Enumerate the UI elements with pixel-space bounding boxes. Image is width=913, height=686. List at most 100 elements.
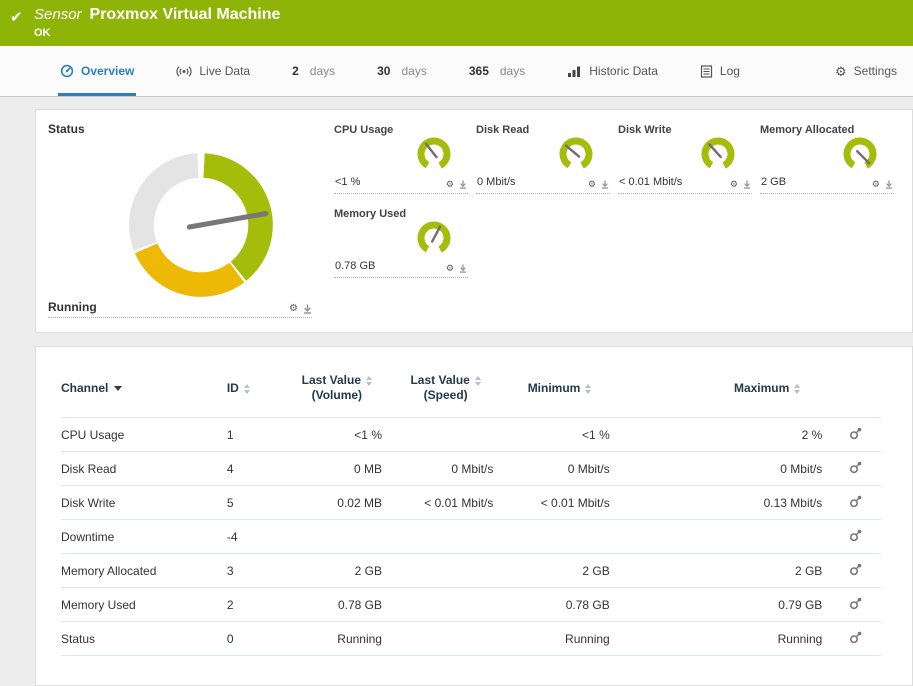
header-minimum-label: Minimum [527,381,581,395]
log-list-icon [700,64,713,78]
header-last-value-speed[interactable]: Last Value (Speed) [389,367,502,418]
table-row: Disk Read 4 0 MB 0 Mbit/s 0 Mbit/s 0 Mbi… [61,451,881,486]
overview-panel: Status Running ⚙ [35,109,913,333]
last-value-speed: < 0.01 Mbit/s [389,485,502,520]
pin-icon[interactable] [743,180,751,189]
maximum-value: 2 % [617,417,831,452]
mini-gauge [559,137,593,171]
table-row: Memory Allocated 3 2 GB 2 GB 2 GB [61,553,881,588]
tab-settings[interactable]: ⚙ Settings [833,46,899,96]
channel-name[interactable]: Disk Read [61,451,213,486]
ok-check-icon: ✔ [10,9,23,26]
page-title: Proxmox Virtual Machine [89,6,281,23]
title-line: Sensor Proxmox Virtual Machine [34,6,903,24]
tab-log[interactable]: Log [698,46,742,96]
maximum-value: 0.13 Mbit/s [617,485,831,520]
tab-2-days[interactable]: 2 days [290,46,337,96]
minimum-value: 0 Mbit/s [501,451,618,486]
gauge-needle [430,225,442,243]
broadcast-icon [176,65,192,77]
sort-icon[interactable] [243,383,250,394]
gauge-value: < 0.01 Mbit/s [619,176,683,188]
status-gauge-block: Status Running ⚙ [46,118,334,326]
gauge-tile-memory-allocated[interactable]: Memory Allocated 2 GB ⚙ [760,122,894,194]
channel-name[interactable]: CPU Usage [61,417,213,452]
gear-icon: ⚙ [834,63,847,79]
header-id[interactable]: ID [212,367,284,418]
gear-icon[interactable]: ⚙ [871,179,880,189]
channel-settings-icon[interactable] [849,427,862,443]
last-value-volume: 0 MB [283,451,390,486]
gear-icon[interactable]: ⚙ [729,179,738,189]
channel-id: 3 [212,553,284,588]
minimum-value: 2 GB [501,553,618,588]
header-label: Last Value [410,373,470,387]
mini-gauge [417,137,451,171]
tab-historic-data-label: Historic Data [589,64,658,78]
tab-365-days-unit: days [499,64,526,78]
last-value-speed [389,417,502,452]
tab-overview[interactable]: Overview [58,46,137,96]
tab-historic-data[interactable]: Historic Data [565,46,660,96]
pin-icon[interactable] [885,180,893,189]
mini-gauge [701,137,735,171]
channel-settings-icon[interactable] [849,563,862,579]
gauge-needle [564,144,581,158]
gauge-needle [855,149,871,165]
gauge-value: 0.78 GB [335,260,376,272]
sort-icon[interactable] [585,383,592,394]
donut-segment-yellow [134,243,245,297]
channel-name[interactable]: Downtime [61,519,213,554]
donut-segment-gray [129,153,199,251]
channel-table-panel: Channel ID Last Value (Volume) Last Valu… [35,346,913,686]
gauge-tile-disk-read[interactable]: Disk Read 0 Mbit/s ⚙ [476,122,610,194]
tab-live-data[interactable]: Live Data [174,46,252,96]
minimum-value: <1 % [501,417,618,452]
channel-id: 4 [212,451,284,486]
tab-365-days-number: 365 [468,64,489,78]
gauge-tile-memory-used[interactable]: Memory Used 0.78 GB ⚙ [334,206,468,278]
overview-gauge-icon [60,64,74,78]
header-settings [830,367,881,418]
sort-icon[interactable] [366,375,373,386]
sort-icon[interactable] [474,375,481,386]
channel-name[interactable]: Memory Allocated [61,553,213,588]
tab-2-days-unit: days [309,64,336,78]
header-minimum[interactable]: Minimum [501,367,618,418]
header-last-value-volume[interactable]: Last Value (Volume) [283,367,390,418]
channel-settings-icon[interactable] [849,597,862,613]
status-donut-gauge [108,132,294,323]
table-row: Downtime -4 [61,519,881,554]
gear-icon[interactable]: ⚙ [445,263,454,273]
channel-settings-icon[interactable] [849,631,862,647]
tab-bar: Overview Live Data 2 days 30 days 365 days … [0,46,913,97]
gear-icon[interactable]: ⚙ [587,179,596,189]
channel-settings-icon[interactable] [849,495,862,511]
header-channel[interactable]: Channel [61,367,213,418]
channel-name[interactable]: Memory Used [61,587,213,622]
maximum-value: Running [617,621,831,656]
gear-icon[interactable]: ⚙ [289,303,298,314]
header-label: (Volume) [311,388,363,402]
pin-icon[interactable] [601,180,609,189]
pin-icon[interactable] [459,180,467,189]
channel-name[interactable]: Disk Write [61,485,213,520]
tab-365-days[interactable]: 365 days [467,46,527,96]
pin-icon[interactable] [459,264,467,273]
table-row: CPU Usage 1 <1 % <1 % 2 % [61,417,881,452]
pin-icon[interactable] [303,304,312,314]
status-value: Running [48,300,97,314]
sort-icon[interactable] [794,383,801,394]
gauge-tile-disk-write[interactable]: Disk Write < 0.01 Mbit/s ⚙ [618,122,752,194]
channel-settings-icon[interactable] [849,461,862,477]
header-maximum[interactable]: Maximum [617,367,831,418]
gauge-tile-cpu-usage[interactable]: CPU Usage <1 % ⚙ [334,122,468,194]
gear-icon[interactable]: ⚙ [445,179,454,189]
tab-30-days[interactable]: 30 days [375,46,429,96]
gauge-title: CPU Usage [334,124,394,136]
channel-settings-icon[interactable] [849,529,862,545]
channel-name[interactable]: Status [61,621,213,656]
maximum-value: 0 Mbit/s [617,451,831,486]
last-value-speed [389,587,502,622]
tab-log-label: Log [719,64,740,78]
